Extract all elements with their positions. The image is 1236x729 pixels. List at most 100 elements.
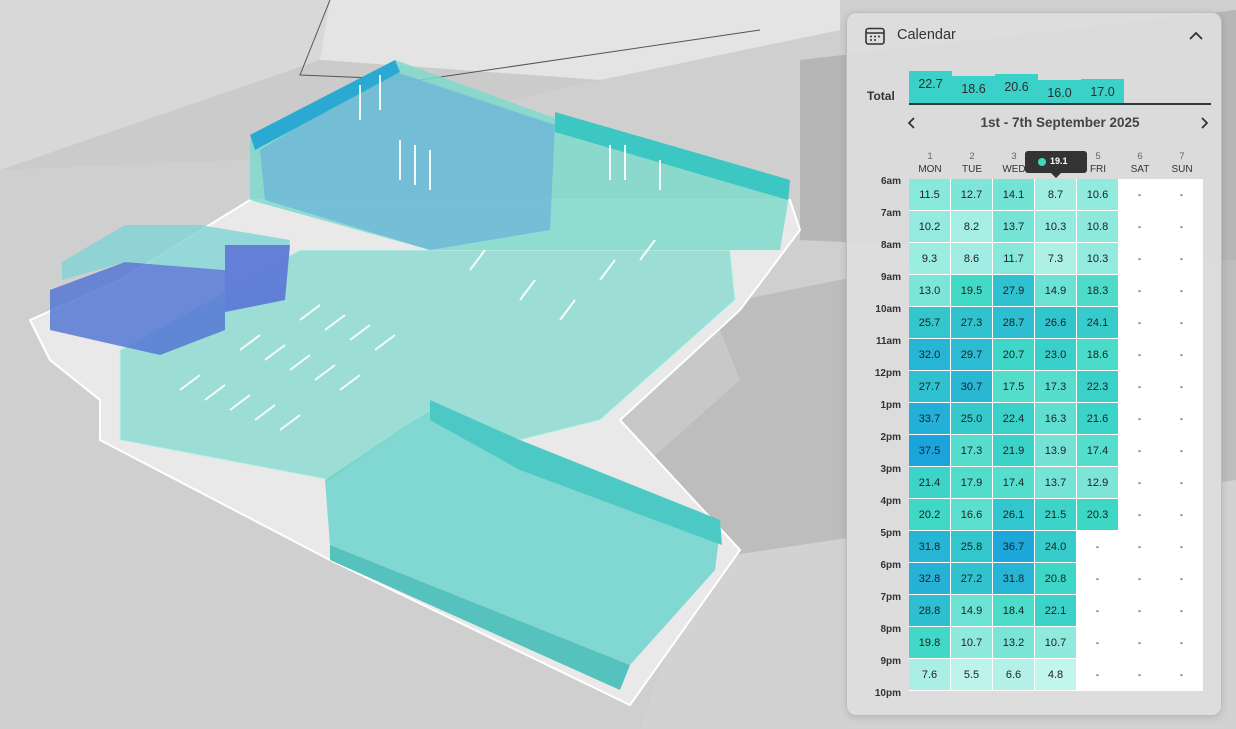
heatmap-cell[interactable]: 31.8 bbox=[993, 563, 1034, 594]
heatmap-cell[interactable]: 17.5 bbox=[993, 371, 1034, 402]
heatmap-cell[interactable]: 21.4 bbox=[909, 467, 950, 498]
heatmap-cell[interactable]: 10.3 bbox=[1077, 243, 1118, 274]
week-navigation: 1st - 7th September 2025 bbox=[847, 113, 1221, 133]
heatmap-cell: - bbox=[1179, 380, 1184, 393]
heatmap-cell: - bbox=[1179, 316, 1184, 329]
heatmap-cell[interactable]: 37.5 bbox=[909, 435, 950, 466]
heatmap-cell[interactable]: 21.6 bbox=[1077, 403, 1118, 434]
heatmap-cell[interactable]: 22.4 bbox=[993, 403, 1034, 434]
heatmap-cell[interactable]: 8.2 bbox=[951, 211, 992, 242]
heatmap-cell[interactable]: 18.4 bbox=[993, 595, 1034, 626]
heatmap-cell: - bbox=[1137, 604, 1142, 617]
heatmap-cell[interactable]: 16.6 bbox=[951, 499, 992, 530]
heatmap-cell[interactable]: 31.8 bbox=[909, 531, 950, 562]
heatmap-cell: - bbox=[1137, 540, 1142, 553]
heatmap-cell[interactable]: 22.3 bbox=[1077, 371, 1118, 402]
heatmap-cell[interactable]: 10.6 bbox=[1077, 179, 1118, 210]
day-name: TUE bbox=[962, 164, 982, 175]
heatmap-cell[interactable]: 8.6 bbox=[951, 243, 992, 274]
heatmap-cell[interactable]: 17.3 bbox=[1035, 371, 1076, 402]
chevron-up-icon[interactable] bbox=[1185, 25, 1207, 47]
heatmap-cell[interactable]: 17.4 bbox=[993, 467, 1034, 498]
heatmap-cell[interactable]: 14.1 bbox=[993, 179, 1034, 210]
day-number: 6 bbox=[1137, 151, 1143, 162]
heatmap-cell: - bbox=[1137, 188, 1142, 201]
heatmap-cell[interactable]: 29.7 bbox=[951, 339, 992, 370]
heatmap-cell[interactable]: 4.8 bbox=[1035, 659, 1076, 690]
hour-label: 5pm bbox=[880, 528, 901, 539]
heatmap-cell[interactable]: 25.7 bbox=[909, 307, 950, 338]
heatmap-cell[interactable]: 7.6 bbox=[909, 659, 950, 690]
heatmap-cell[interactable]: 13.7 bbox=[1035, 467, 1076, 498]
daily-totals-bar-row: 22.7 18.6 20.6 16.0 17.0 bbox=[909, 69, 1211, 105]
heatmap-cell[interactable]: 10.7 bbox=[951, 627, 992, 658]
total-bar-tue: 18.6 bbox=[952, 76, 995, 103]
heatmap-cell[interactable]: 20.3 bbox=[1077, 499, 1118, 530]
heatmap-cell[interactable]: 26.6 bbox=[1035, 307, 1076, 338]
heatmap-cell[interactable]: 7.3 bbox=[1035, 243, 1076, 274]
heatmap-cell[interactable]: 13.0 bbox=[909, 275, 950, 306]
heatmap-cell[interactable]: 17.9 bbox=[951, 467, 992, 498]
calendar-header[interactable]: Calendar bbox=[847, 13, 1221, 59]
heatmap-cell: - bbox=[1179, 572, 1184, 585]
heatmap-cell[interactable]: 21.9 bbox=[993, 435, 1034, 466]
heatmap-cell[interactable]: 20.2 bbox=[909, 499, 950, 530]
heatmap-cell[interactable]: 19.8 bbox=[909, 627, 950, 658]
heatmap-cell[interactable]: 36.7 bbox=[993, 531, 1034, 562]
heatmap-cell[interactable]: 27.9 bbox=[993, 275, 1034, 306]
heatmap-cell[interactable]: 23.0 bbox=[1035, 339, 1076, 370]
chevron-left-icon[interactable] bbox=[903, 113, 921, 133]
heatmap-cell[interactable]: 28.8 bbox=[909, 595, 950, 626]
heatmap-cell[interactable]: 32.8 bbox=[909, 563, 950, 594]
heatmap-cell[interactable]: 11.5 bbox=[909, 179, 950, 210]
heatmap-cell[interactable]: 19.5 bbox=[951, 275, 992, 306]
heatmap-cell[interactable]: 28.7 bbox=[993, 307, 1034, 338]
heatmap-cell[interactable]: 13.7 bbox=[993, 211, 1034, 242]
heatmap-cell[interactable]: 25.8 bbox=[951, 531, 992, 562]
heatmap-cell[interactable]: 25.0 bbox=[951, 403, 992, 434]
heatmap-cell[interactable]: 8.7 bbox=[1035, 179, 1076, 210]
heatmap-cell[interactable]: 26.1 bbox=[993, 499, 1034, 530]
heatmap-cell[interactable]: 10.2 bbox=[909, 211, 950, 242]
heatmap-cell[interactable]: 13.9 bbox=[1035, 435, 1076, 466]
heatmap-cell[interactable]: 20.7 bbox=[993, 339, 1034, 370]
day-header-mon: 1 MON bbox=[909, 151, 951, 176]
heatmap-cell: - bbox=[1179, 348, 1184, 361]
heatmap-cell[interactable]: 14.9 bbox=[1035, 275, 1076, 306]
heatmap-cell: - bbox=[1179, 508, 1184, 521]
heatmap-cell[interactable]: 17.3 bbox=[951, 435, 992, 466]
heatmap-cell: - bbox=[1137, 572, 1142, 585]
heatmap-cell[interactable]: 18.6 bbox=[1077, 339, 1118, 370]
heatmap-cell[interactable]: 6.6 bbox=[993, 659, 1034, 690]
heatmap-cell[interactable]: 27.3 bbox=[951, 307, 992, 338]
hour-label: 8am bbox=[880, 240, 901, 251]
heatmap-cell[interactable]: 32.0 bbox=[909, 339, 950, 370]
heatmap-cell[interactable]: 10.3 bbox=[1035, 211, 1076, 242]
heatmap-cell[interactable]: 9.3 bbox=[909, 243, 950, 274]
heatmap-cell[interactable]: 30.7 bbox=[951, 371, 992, 402]
chevron-right-icon[interactable] bbox=[1195, 113, 1213, 133]
heatmap-cell[interactable]: 13.2 bbox=[993, 627, 1034, 658]
heatmap-cell[interactable]: 21.5 bbox=[1035, 499, 1076, 530]
heatmap-cell[interactable]: 14.9 bbox=[951, 595, 992, 626]
heatmap-cell[interactable]: 5.5 bbox=[951, 659, 992, 690]
heatmap-cell: - bbox=[1179, 540, 1184, 553]
heatmap-cell[interactable]: 16.3 bbox=[1035, 403, 1076, 434]
total-bar-mon: 22.7 bbox=[909, 71, 952, 103]
heatmap-cell[interactable]: 33.7 bbox=[909, 403, 950, 434]
heatmap-cell[interactable]: 24.0 bbox=[1035, 531, 1076, 562]
heatmap-cell[interactable]: 11.7 bbox=[993, 243, 1034, 274]
heatmap-cell: - bbox=[1179, 636, 1184, 649]
heatmap-cell[interactable]: 27.7 bbox=[909, 371, 950, 402]
heatmap-cell[interactable]: 10.8 bbox=[1077, 211, 1118, 242]
heatmap-cell[interactable]: 24.1 bbox=[1077, 307, 1118, 338]
heatmap-cell[interactable]: 22.1 bbox=[1035, 595, 1076, 626]
heatmap-cell[interactable]: 10.7 bbox=[1035, 627, 1076, 658]
heatmap-cell: - bbox=[1095, 636, 1100, 649]
heatmap-cell[interactable]: 20.8 bbox=[1035, 563, 1076, 594]
heatmap-cell[interactable]: 18.3 bbox=[1077, 275, 1118, 306]
heatmap-cell[interactable]: 27.2 bbox=[951, 563, 992, 594]
heatmap-cell[interactable]: 12.9 bbox=[1077, 467, 1118, 498]
heatmap-cell[interactable]: 17.4 bbox=[1077, 435, 1118, 466]
heatmap-cell[interactable]: 12.7 bbox=[951, 179, 992, 210]
